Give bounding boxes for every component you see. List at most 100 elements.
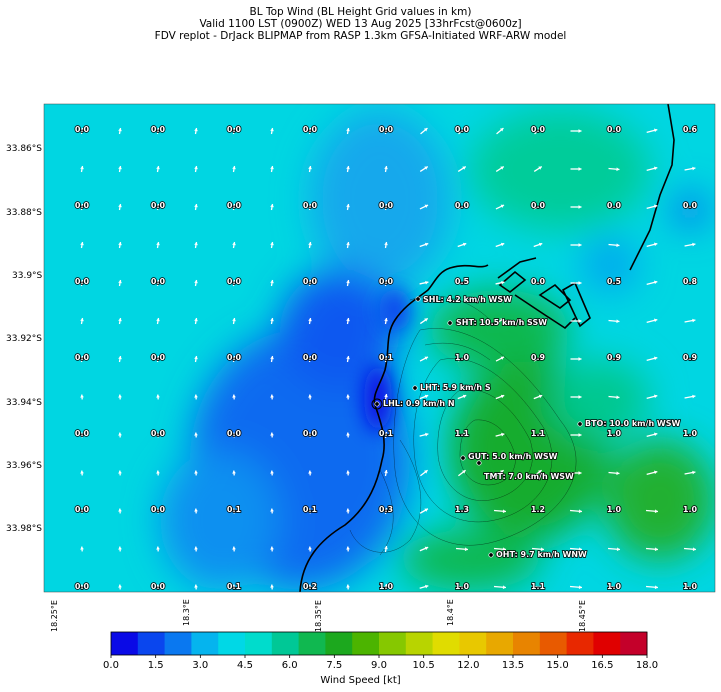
wind-arrow xyxy=(384,583,388,591)
station-marker[interactable]: LHT: 5.9 km/h S xyxy=(412,382,492,393)
wind-arrow xyxy=(232,508,236,514)
bl-height-value: 0.0 xyxy=(607,201,622,210)
wind-arrow xyxy=(455,585,469,590)
wind-arrow xyxy=(308,203,312,211)
wind-arrow xyxy=(646,166,658,172)
wind-arrow xyxy=(645,509,659,514)
bl-height-value: 1.3 xyxy=(455,505,469,514)
wind-arrow xyxy=(80,508,84,514)
wind-arrow xyxy=(346,546,350,552)
wind-arrow xyxy=(194,394,198,400)
wind-arrow xyxy=(684,318,696,323)
wind-arrow xyxy=(308,584,312,590)
wind-arrow xyxy=(457,317,467,325)
wind-arrow xyxy=(346,203,350,211)
station-marker[interactable]: TMT: 7.0 km/h WSW xyxy=(476,460,575,482)
wind-arrow xyxy=(646,280,658,286)
wind-arrow xyxy=(384,393,388,401)
wind-arrow xyxy=(194,470,198,476)
wind-arrow xyxy=(270,394,274,400)
wind-arrow xyxy=(156,241,160,249)
bl-height-value: 1.0 xyxy=(455,582,470,591)
station-marker[interactable]: LHL: 0.9 km/h N xyxy=(371,398,455,410)
colorbar-tick-label: 15.0 xyxy=(546,660,569,671)
bl-height-value: 0.0 xyxy=(151,201,166,210)
station-label: SHT: 10.5 km/h SSW xyxy=(456,318,547,327)
station-marker[interactable]: BTO: 10.0 km/h WSW xyxy=(577,418,681,429)
wind-arrow xyxy=(496,469,504,477)
wind-arrow xyxy=(118,165,122,173)
y-axis-label-0: 33.86°S xyxy=(6,144,42,154)
wind-arrow xyxy=(533,204,543,210)
wind-arrow xyxy=(232,203,236,211)
station-label: SHL: 4.2 km/h WSW xyxy=(423,295,512,304)
wind-arrow xyxy=(384,317,388,325)
y-axis-label-5: 33.96°S xyxy=(6,461,42,471)
station-marker[interactable]: SHT: 10.5 km/h SSW xyxy=(447,317,548,328)
station-marker[interactable]: GUT: 5.0 km/h WSW xyxy=(460,451,558,462)
wind-arrow xyxy=(308,165,312,173)
wind-arrow xyxy=(531,547,545,552)
wind-arrow xyxy=(194,279,198,287)
colorbar-tick-label: 0.0 xyxy=(103,660,119,671)
wind-arrow xyxy=(683,547,697,552)
wind-arrow xyxy=(419,432,429,437)
bl-height-value: 0.0 xyxy=(227,353,242,362)
bl-height-value: 0.0 xyxy=(683,201,698,210)
colorbar-tick-label: 13.5 xyxy=(501,660,525,671)
bl-height-value: 0.1 xyxy=(227,505,242,514)
y-axis-label-6: 33.98°S xyxy=(6,524,42,534)
wind-arrow xyxy=(80,279,84,287)
wind-arrow xyxy=(118,355,122,363)
wind-arrow xyxy=(457,432,467,437)
station-marker[interactable]: OHT: 9.7 km/h WNW xyxy=(488,549,588,560)
bl-height-value: 1.0 xyxy=(379,582,394,591)
wind-arrow xyxy=(684,204,696,209)
wind-arrow xyxy=(495,280,505,285)
wind-arrow xyxy=(495,204,505,210)
station-label: GUT: 5.0 km/h WSW xyxy=(468,452,558,461)
x-axis-label-4: 18.45°E xyxy=(578,600,587,632)
wind-arrow xyxy=(194,127,198,135)
y-axis-label-3: 33.92°S xyxy=(6,334,42,344)
wind-arrow xyxy=(495,242,505,248)
wind-arrow xyxy=(569,585,583,590)
wind-arrow xyxy=(80,432,84,438)
bl-height-value: 0.0 xyxy=(379,201,394,210)
wind-arrow xyxy=(346,508,350,514)
wind-arrow xyxy=(232,394,236,400)
wind-arrow xyxy=(118,432,122,438)
wind-arrow xyxy=(419,508,429,514)
bl-height-value: 0.1 xyxy=(379,353,394,362)
bl-height-value: 1.1 xyxy=(531,582,546,591)
bl-height-value: 1.1 xyxy=(531,429,546,438)
wind-arrow xyxy=(308,355,312,363)
bl-height-value: 0.0 xyxy=(75,201,90,210)
wind-arrow xyxy=(458,469,466,477)
wind-arrow xyxy=(156,279,160,287)
wind-arrow xyxy=(419,204,429,210)
wind-arrow xyxy=(455,547,469,552)
wind-arrow xyxy=(270,127,274,135)
wind-arrow xyxy=(308,317,312,325)
station-marker[interactable]: SHL: 4.2 km/h WSW xyxy=(415,294,513,305)
wind-arrow xyxy=(80,394,84,400)
station-label: BTO: 10.0 km/h WSW xyxy=(585,419,681,428)
bl-height-value: 0.0 xyxy=(75,125,90,134)
wind-arrow xyxy=(118,508,122,514)
station-label: TMT: 7.0 km/h WSW xyxy=(484,472,574,481)
wind-arrow xyxy=(455,509,469,514)
bl-height-value: 0.9 xyxy=(531,353,546,362)
wind-arrow xyxy=(684,432,696,437)
wind-arrow xyxy=(570,471,582,475)
wind-arrow xyxy=(308,241,312,249)
bl-height-value: 0.5 xyxy=(607,277,622,286)
wind-arrow xyxy=(270,508,274,514)
wind-arrow xyxy=(270,546,274,552)
wind-arrow xyxy=(270,241,274,249)
wind-arrow xyxy=(118,127,122,135)
wind-arrow xyxy=(118,203,122,211)
wind-arrow xyxy=(232,241,236,249)
bl-height-value: 1.0 xyxy=(607,505,622,514)
wind-arrow xyxy=(346,279,350,287)
